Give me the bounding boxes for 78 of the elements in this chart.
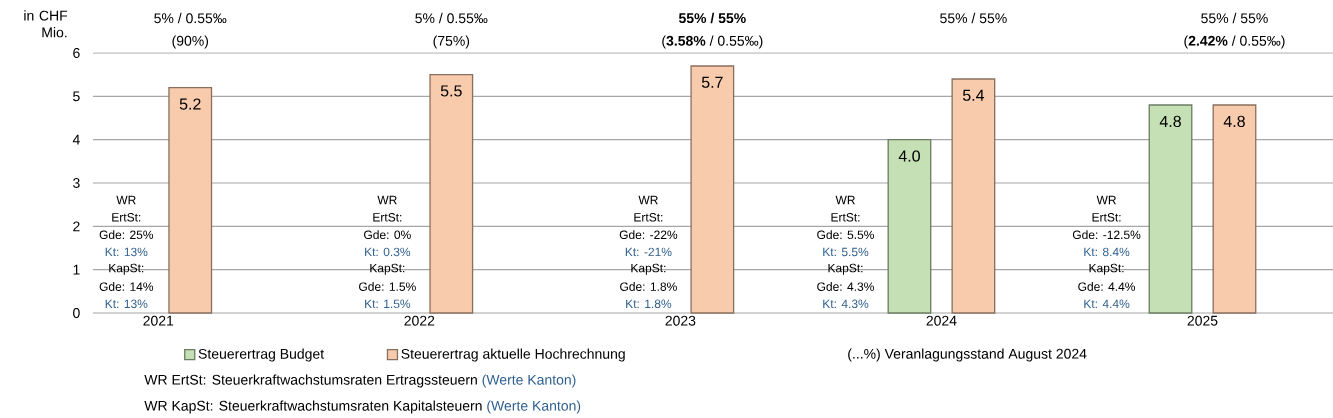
- y-tick-label: 5: [73, 91, 80, 102]
- annotation: Kt: 1.5%: [365, 299, 411, 309]
- annotation: Kt: 13%: [105, 299, 148, 309]
- text: (Werte Kanton): [487, 400, 581, 414]
- annotation: Gde: 14%: [99, 282, 154, 291]
- x-tick-label: 2024: [926, 315, 957, 326]
- text: WR ErtSt: Steuerkraftwachstumsraten Ertragssteuern: [144, 374, 477, 388]
- data-label: 4.8: [1223, 115, 1245, 128]
- text: (75%): [433, 35, 470, 49]
- annotation: Gde: 0%: [364, 230, 411, 240]
- annotation: Gde: 5.5%: [817, 230, 874, 240]
- annotation: Kt: 8.4%: [1084, 247, 1130, 257]
- text: 5% / 0.55‰: [154, 12, 227, 24]
- x-tick-label: 2023: [665, 315, 696, 326]
- annotation: Gde: 4.3%: [817, 282, 874, 291]
- data-label: 5.5: [440, 85, 462, 97]
- annotation: Kt: 4.4%: [1084, 299, 1130, 308]
- annotation: Gde: 1.5%: [359, 282, 416, 291]
- bar: [1212, 104, 1257, 314]
- text: (...%) Veranlagungsstand August 2024: [848, 348, 1087, 362]
- text: (2.42% / 0.55‰): [1184, 35, 1285, 49]
- annotation: ErtSt:: [1092, 213, 1121, 222]
- annotation: Gde: -12.5%: [1072, 230, 1141, 240]
- annotation: Gde: 25%: [99, 230, 154, 240]
- bar: [951, 78, 996, 314]
- annotation: Kt: -21%: [625, 247, 672, 257]
- x-tick-label: 2021: [143, 315, 174, 326]
- bar: [887, 139, 932, 314]
- annotation: Gde: -22%: [619, 230, 678, 240]
- data-label: 5.4: [962, 89, 985, 101]
- y-tick-label: 1: [73, 264, 80, 275]
- y-tick-label: 2: [73, 221, 80, 232]
- annotation: Gde: 4.4%: [1078, 282, 1136, 291]
- annotation: KapSt:: [109, 263, 144, 275]
- bar: [1148, 104, 1193, 314]
- annotation: Gde: 1.8%: [620, 282, 677, 291]
- legend-label: Steuerertrag aktuelle Hochrechnung: [401, 348, 625, 362]
- annotation: KapSt:: [1089, 263, 1124, 275]
- text: WR KapSt: Steuerkraftwachstumsraten Kapitalsteuern: [144, 400, 482, 414]
- annotation: ErtSt:: [831, 213, 860, 222]
- y-tick-label: 6: [73, 48, 80, 58]
- y-tick-label: 0: [73, 308, 80, 318]
- text: 55% / 55%: [940, 12, 1007, 24]
- text: 55% / 55%: [1201, 12, 1268, 24]
- annotation: WR: [116, 195, 136, 205]
- annotation: Kt: 1.8%: [626, 299, 672, 309]
- y-tick-label: 4: [72, 134, 80, 145]
- x-tick-label: 2022: [404, 315, 435, 326]
- annotation: WR: [835, 195, 855, 205]
- text: 55% / 55%: [678, 12, 746, 24]
- data-label: 5.7: [701, 76, 723, 88]
- annotation: Kt: 4.3%: [823, 299, 869, 309]
- bar: [690, 65, 735, 314]
- annotation: Kt: 5.5%: [823, 247, 869, 257]
- annotation: ErtSt:: [634, 213, 663, 222]
- text: 5% / 0.55‰: [415, 12, 488, 24]
- annotation: WR: [638, 195, 658, 205]
- annotation: KapSt:: [631, 263, 666, 275]
- data-label: 4.8: [1159, 115, 1181, 128]
- annotation: Kt: 0.3%: [365, 247, 411, 257]
- y-axis-title: in CHF Mio.: [24, 10, 68, 38]
- annotation: Kt: 13%: [105, 247, 148, 257]
- annotation: ErtSt:: [373, 213, 402, 222]
- text: (90%): [172, 35, 209, 49]
- bar: [168, 87, 213, 314]
- text: (Werte Kanton): [482, 374, 576, 388]
- annotation: WR: [1096, 195, 1116, 205]
- data-label: 4.0: [898, 150, 920, 162]
- bar: [429, 74, 474, 314]
- text: (3.58% / 0.55‰): [662, 35, 763, 49]
- annotation: WR: [377, 195, 397, 205]
- annotation: KapSt:: [370, 263, 405, 275]
- x-tick-label: 2025: [1187, 315, 1218, 326]
- annotation: ErtSt:: [112, 213, 141, 222]
- legend-label: Steuerertrag Budget: [198, 348, 324, 362]
- y-tick-label: 3: [73, 178, 80, 188]
- data-label: 5.2: [179, 98, 201, 110]
- annotation: KapSt:: [828, 263, 863, 275]
